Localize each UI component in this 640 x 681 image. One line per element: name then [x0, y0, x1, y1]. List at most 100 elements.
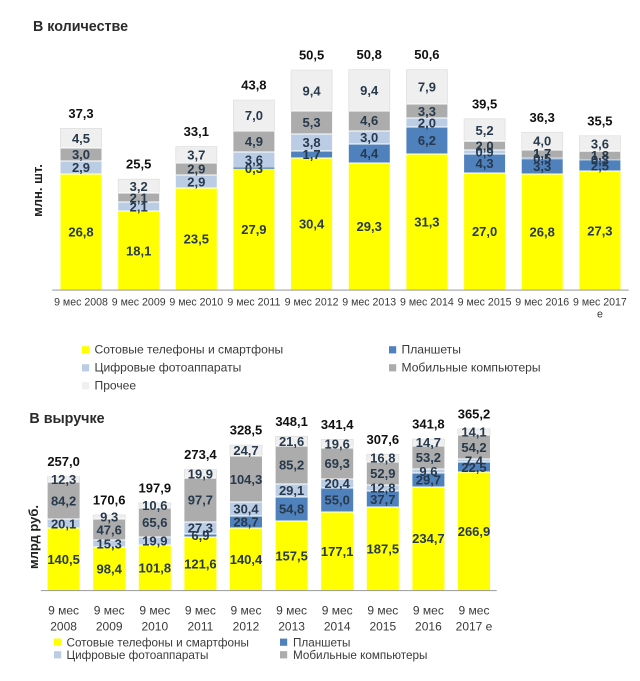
svg-text:18,1: 18,1 [126, 243, 151, 258]
svg-text:47,6: 47,6 [97, 522, 122, 537]
svg-text:177,1: 177,1 [321, 544, 354, 559]
svg-text:2016: 2016 [415, 619, 442, 633]
svg-text:3,2: 3,2 [130, 179, 148, 194]
svg-text:9,4: 9,4 [360, 83, 379, 98]
svg-text:35,5: 35,5 [587, 113, 612, 128]
svg-text:0,3: 0,3 [591, 153, 609, 168]
svg-text:84,2: 84,2 [51, 494, 76, 509]
svg-text:7,0: 7,0 [245, 108, 263, 123]
svg-text:98,4: 98,4 [97, 561, 123, 576]
svg-text:30,4: 30,4 [299, 217, 325, 232]
svg-text:9 мес: 9 мес [322, 603, 353, 617]
svg-text:1,7: 1,7 [303, 147, 321, 162]
svg-text:9 мес 2008: 9 мес 2008 [54, 297, 108, 309]
svg-text:2,0: 2,0 [418, 115, 436, 130]
svg-text:9,3: 9,3 [100, 510, 118, 525]
svg-text:19,6: 19,6 [325, 436, 350, 451]
svg-text:9 мес 2015: 9 мес 2015 [458, 297, 512, 309]
svg-text:50,5: 50,5 [299, 48, 324, 63]
svg-text:2014: 2014 [324, 619, 351, 633]
svg-text:4,9: 4,9 [245, 134, 263, 149]
svg-text:24,7: 24,7 [233, 443, 258, 458]
svg-text:36,3: 36,3 [530, 110, 555, 125]
svg-text:2,5: 2,5 [591, 159, 609, 174]
svg-text:39,5: 39,5 [472, 96, 497, 111]
svg-text:31,3: 31,3 [414, 215, 439, 230]
svg-text:5,2: 5,2 [476, 123, 494, 138]
svg-text:65,6: 65,6 [142, 515, 167, 530]
svg-text:2008: 2008 [50, 619, 77, 633]
svg-text:9 мес 2012: 9 мес 2012 [285, 297, 339, 309]
svg-text:1,7: 1,7 [533, 146, 551, 161]
svg-text:37,7: 37,7 [370, 492, 395, 507]
svg-text:328,5: 328,5 [230, 423, 263, 438]
svg-text:341,4: 341,4 [321, 417, 354, 432]
svg-text:234,7: 234,7 [412, 531, 445, 546]
svg-text:187,5: 187,5 [367, 542, 400, 557]
svg-text:22,5: 22,5 [461, 460, 486, 475]
svg-text:50,8: 50,8 [357, 47, 382, 62]
svg-text:4,5: 4,5 [72, 131, 90, 146]
svg-text:9 мес: 9 мес [276, 603, 307, 617]
svg-text:7,4: 7,4 [465, 453, 484, 468]
svg-text:25,5: 25,5 [126, 157, 151, 172]
svg-text:43,8: 43,8 [241, 78, 266, 93]
svg-text:27,3: 27,3 [188, 520, 213, 535]
svg-text:Планшеты: Планшеты [293, 637, 350, 650]
svg-text:2009: 2009 [96, 619, 123, 633]
svg-text:9 мес: 9 мес [459, 603, 490, 617]
svg-text:2010: 2010 [141, 619, 168, 633]
svg-text:273,4: 273,4 [184, 447, 217, 462]
svg-text:27,0: 27,0 [472, 224, 497, 239]
svg-text:12,3: 12,3 [51, 472, 76, 487]
svg-text:2,9: 2,9 [187, 162, 205, 177]
svg-text:20,1: 20,1 [51, 517, 76, 532]
svg-text:Цифровые фотоаппараты: Цифровые фотоаппараты [95, 361, 242, 375]
svg-text:9 мес: 9 мес [94, 603, 125, 617]
svg-text:0,5: 0,5 [533, 151, 551, 166]
svg-text:2,9: 2,9 [72, 160, 90, 175]
svg-text:9 мес: 9 мес [48, 603, 79, 617]
svg-text:85,2: 85,2 [279, 458, 304, 473]
svg-text:Сотовые телефоны и смартфоны: Сотовые телефоны и смартфоны [67, 637, 249, 650]
svg-text:16,8: 16,8 [370, 451, 395, 466]
svg-text:млн. шт.: млн. шт. [30, 164, 45, 217]
svg-text:30,4: 30,4 [233, 502, 259, 517]
svg-text:104,3: 104,3 [230, 472, 263, 487]
svg-text:3,3: 3,3 [533, 159, 551, 174]
svg-text:52,9: 52,9 [370, 466, 395, 481]
svg-text:6,2: 6,2 [418, 133, 436, 148]
svg-text:54,8: 54,8 [279, 501, 304, 516]
svg-text:15,3: 15,3 [97, 536, 122, 551]
svg-text:28,7: 28,7 [233, 515, 258, 530]
svg-text:12,8: 12,8 [370, 481, 395, 496]
svg-text:Планшеты: Планшеты [402, 343, 461, 357]
svg-text:101,8: 101,8 [139, 561, 172, 576]
svg-text:2015: 2015 [369, 619, 396, 633]
svg-text:29,7: 29,7 [416, 473, 441, 488]
svg-text:3,3: 3,3 [418, 104, 436, 119]
svg-text:0,9: 0,9 [476, 145, 494, 160]
svg-text:2,1: 2,1 [130, 190, 148, 205]
svg-text:9 мес: 9 мес [185, 603, 216, 617]
svg-text:9 мес 2017: 9 мес 2017 [573, 297, 627, 309]
svg-text:4,3: 4,3 [476, 156, 494, 171]
svg-text:9 мес: 9 мес [367, 603, 398, 617]
svg-text:97,7: 97,7 [188, 493, 213, 508]
svg-text:4,0: 4,0 [533, 134, 551, 149]
svg-text:9 мес 2010: 9 мес 2010 [169, 297, 223, 309]
svg-text:4,6: 4,6 [360, 113, 378, 128]
svg-text:121,6: 121,6 [184, 556, 217, 571]
svg-text:2011: 2011 [187, 619, 213, 633]
svg-text:3,8: 3,8 [303, 135, 321, 150]
svg-text:6,9: 6,9 [191, 528, 209, 543]
svg-text:27,3: 27,3 [587, 223, 612, 238]
svg-text:е: е [597, 309, 603, 321]
svg-text:2013: 2013 [278, 619, 305, 633]
svg-text:2,9: 2,9 [187, 174, 205, 189]
svg-text:307,6: 307,6 [367, 432, 400, 447]
svg-text:50,6: 50,6 [414, 47, 439, 62]
svg-text:Сотовые телефоны и смартфоны: Сотовые телефоны и смартфоны [95, 343, 284, 357]
svg-text:7,9: 7,9 [418, 80, 436, 95]
svg-text:0,3: 0,3 [245, 161, 263, 176]
